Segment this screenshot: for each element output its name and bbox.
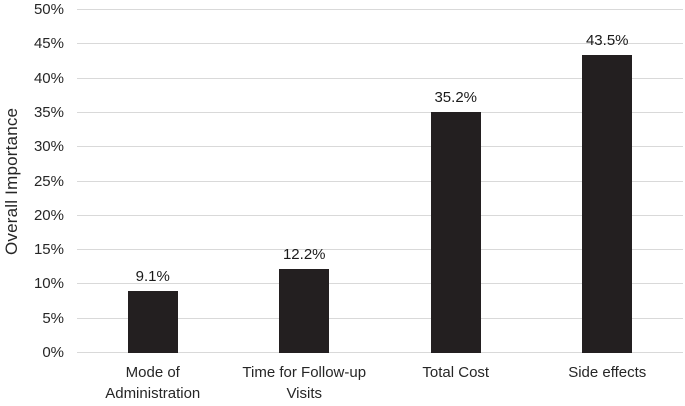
bar (127, 290, 178, 353)
bar (582, 54, 633, 353)
y-axis-tick-label: 45% (33, 35, 64, 53)
gridline (77, 352, 683, 353)
gridline (77, 146, 683, 148)
bar (279, 269, 330, 353)
bar-value-label: 9.1% (135, 267, 170, 285)
x-axis-category-labels: Mode of Administration Time for Follow-up… (77, 362, 683, 406)
y-axis-tick-label: 15% (33, 241, 64, 259)
y-axis-tick-label: 50% (33, 1, 64, 18)
gridline (77, 43, 683, 45)
gridline (77, 9, 683, 10)
bar-value-label: 12.2% (282, 246, 326, 264)
y-axis-tick-labels: 0% 5% 10% 15% 20% 25% 30% 35% 40% 45% 50% (0, 1, 64, 361)
x-axis-category-label: Time for Follow-up Visits (242, 364, 367, 402)
y-axis-tick-label: 40% (33, 69, 64, 87)
y-axis-tick-label: 20% (33, 206, 64, 224)
x-axis-category-label: Total Cost (422, 364, 490, 381)
y-axis-tick-label: 10% (33, 275, 64, 293)
y-axis-tick-label: 35% (33, 103, 64, 121)
y-axis-tick-label: 25% (33, 172, 64, 190)
x-axis-category-label: Side effects (568, 364, 647, 381)
bar-value-label: 43.5% (585, 31, 629, 49)
y-axis-tick-label: 0% (42, 344, 64, 361)
gridline (77, 111, 683, 113)
gridline (77, 283, 683, 285)
y-axis-tick-label: 30% (33, 138, 64, 156)
gridline (77, 180, 683, 182)
x-axis-category-label: Mode of Administration (105, 364, 201, 402)
gridline (77, 317, 683, 319)
bar (430, 111, 481, 353)
y-axis-tick-label: 5% (42, 309, 64, 327)
gridline (77, 77, 683, 79)
gridline (77, 249, 683, 251)
plot-area: 9.1% 12.2% 35.2% 43.5% (77, 9, 683, 353)
gridline (77, 214, 683, 216)
bar-value-label: 35.2% (434, 88, 478, 106)
